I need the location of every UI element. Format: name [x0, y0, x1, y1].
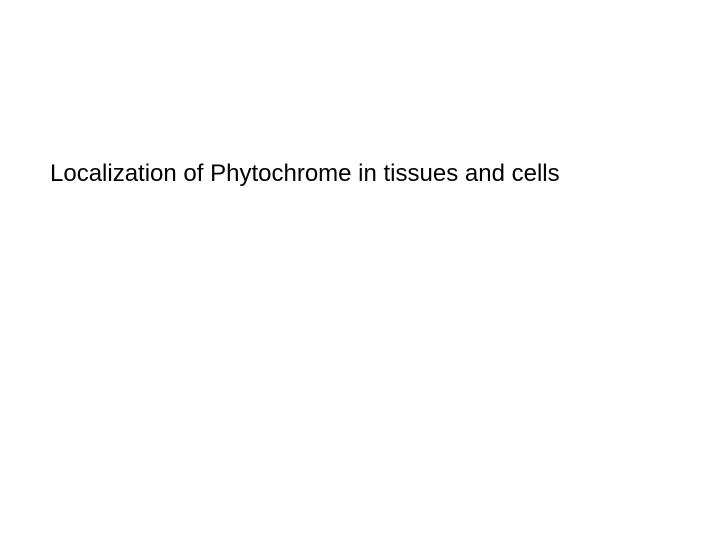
- slide: Localization of Phytochrome in tissues a…: [0, 0, 720, 540]
- slide-title: Localization of Phytochrome in tissues a…: [50, 160, 670, 189]
